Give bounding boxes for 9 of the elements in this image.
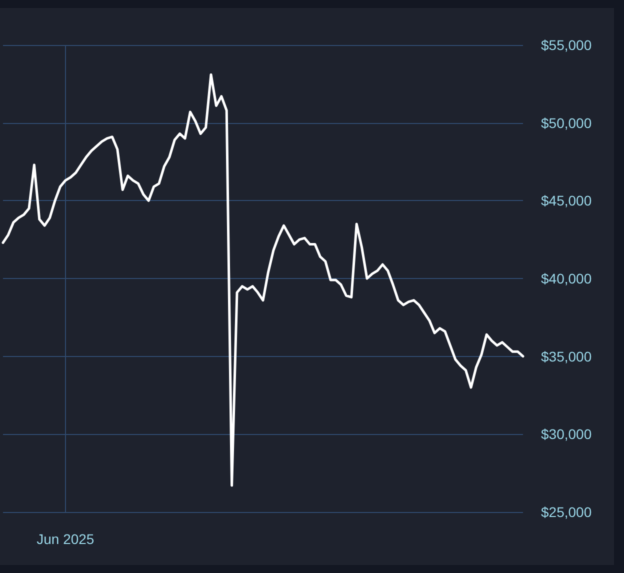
y-tick-label: $45,000	[541, 192, 592, 209]
y-tick-label: $50,000	[541, 114, 592, 131]
x-tick-label: Jun 2025	[36, 531, 94, 547]
line-series	[2, 73, 524, 487]
y-tick-label: $30,000	[541, 426, 592, 442]
y-tick-label: $35,000	[541, 348, 592, 364]
y-tick-label: $40,000	[541, 270, 592, 286]
y-tick-label: $55,000	[541, 37, 592, 53]
y-tick-label: $25,000	[541, 504, 592, 520]
